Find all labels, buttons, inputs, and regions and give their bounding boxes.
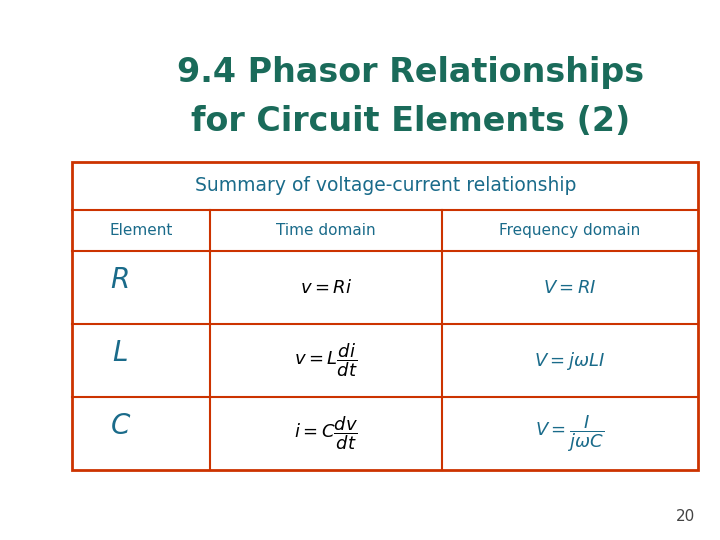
- Text: $v = L\dfrac{di}{dt}$: $v = L\dfrac{di}{dt}$: [294, 342, 358, 380]
- Text: $i = C\dfrac{dv}{dt}$: $i = C\dfrac{dv}{dt}$: [294, 415, 358, 452]
- Text: Frequency domain: Frequency domain: [500, 223, 641, 238]
- Text: Summary of voltage-current relationship: Summary of voltage-current relationship: [194, 177, 576, 195]
- Text: $v = Ri$: $v = Ri$: [300, 279, 352, 296]
- Text: 20: 20: [675, 509, 695, 524]
- Bar: [72, 162, 698, 470]
- Text: $V = j\omega LI$: $V = j\omega LI$: [534, 349, 606, 372]
- Text: $V = \dfrac{I}{j\omega C}$: $V = \dfrac{I}{j\omega C}$: [536, 413, 605, 454]
- Text: Time domain: Time domain: [276, 223, 376, 238]
- Text: for Circuit Elements (2): for Circuit Elements (2): [191, 105, 630, 138]
- Text: 9.4 Phasor Relationships: 9.4 Phasor Relationships: [177, 56, 644, 90]
- Text: $V = RI$: $V = RI$: [543, 279, 597, 296]
- Text: C: C: [111, 412, 130, 440]
- Text: Element: Element: [109, 223, 173, 238]
- Text: R: R: [111, 266, 130, 294]
- Text: L: L: [112, 339, 128, 367]
